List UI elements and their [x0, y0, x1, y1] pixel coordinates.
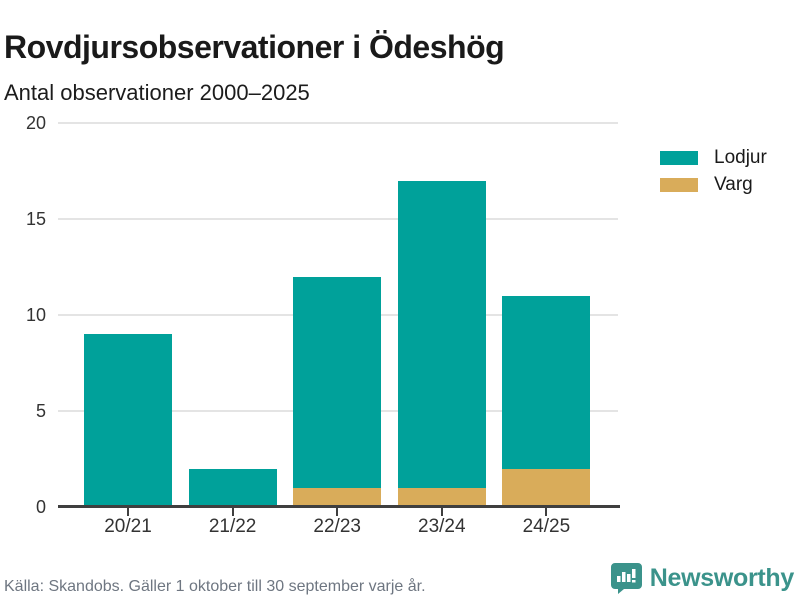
page-title: Rovdjursobservationer i Ödeshög — [4, 29, 505, 66]
y-tick-label-5: 5 — [35, 401, 46, 421]
chart-subtitle: Antal observationer 2000–2025 — [4, 80, 310, 105]
bar-20-21 — [84, 334, 172, 507]
x-tick-21-22 — [231, 508, 234, 516]
x-tick-label-20-21: 20/21 — [104, 516, 152, 537]
y-tick-label-10: 10 — [25, 305, 46, 325]
x-tick-23-24 — [440, 508, 443, 516]
bar-segment-varg-23-24 — [397, 487, 486, 507]
bar-23-24 — [397, 180, 486, 507]
gridline-20 — [58, 122, 618, 124]
bar-22-23 — [293, 276, 382, 507]
gridline-15 — [58, 218, 618, 220]
x-tick-label-24-25: 24/25 — [522, 516, 571, 537]
legend-swatch-varg — [660, 177, 698, 192]
bar-segment-lodjur-22-23 — [293, 276, 382, 488]
x-tick-22-23 — [336, 508, 339, 516]
plot-area — [58, 122, 618, 507]
x-axis-line — [58, 505, 620, 508]
x-tick-24-25 — [545, 508, 548, 516]
bar-segment-lodjur-23-24 — [397, 180, 486, 488]
bar-21-22 — [188, 468, 277, 507]
x-tick-label-21-22: 21/22 — [208, 516, 257, 537]
source-note: Källa: Skandobs. Gäller 1 oktober till 3… — [4, 578, 426, 595]
newsworthy-wordmark: Newsworthy — [649, 563, 795, 592]
x-tick-label-22-23: 22/23 — [313, 516, 361, 537]
bar-24-25 — [502, 295, 591, 507]
legend-label-lodjur: Lodjur — [714, 146, 767, 168]
legend-swatch-lodjur — [660, 150, 698, 165]
y-tick-label-15: 15 — [25, 209, 46, 229]
y-tick-label-0: 0 — [35, 497, 46, 517]
legend-item-lodjur: Lodjur — [660, 144, 767, 171]
bar-segment-lodjur-20-21 — [84, 334, 172, 507]
newsworthy-logo[interactable]: Newsworthy — [610, 562, 794, 594]
bar-segment-varg-22-23 — [293, 487, 382, 507]
newsworthy-speech-bubble-chart-icon — [610, 562, 643, 594]
legend-label-varg: Varg — [714, 173, 753, 195]
legend: Lodjur Varg — [660, 144, 767, 198]
x-tick-label-23-24: 23/24 — [418, 516, 466, 537]
bar-segment-lodjur-21-22 — [188, 468, 277, 507]
x-tick-20-21 — [127, 508, 129, 516]
y-tick-label-20: 20 — [25, 113, 46, 133]
bar-segment-lodjur-24-25 — [502, 295, 591, 469]
legend-item-varg: Varg — [660, 171, 767, 198]
bar-segment-varg-24-25 — [502, 468, 591, 507]
